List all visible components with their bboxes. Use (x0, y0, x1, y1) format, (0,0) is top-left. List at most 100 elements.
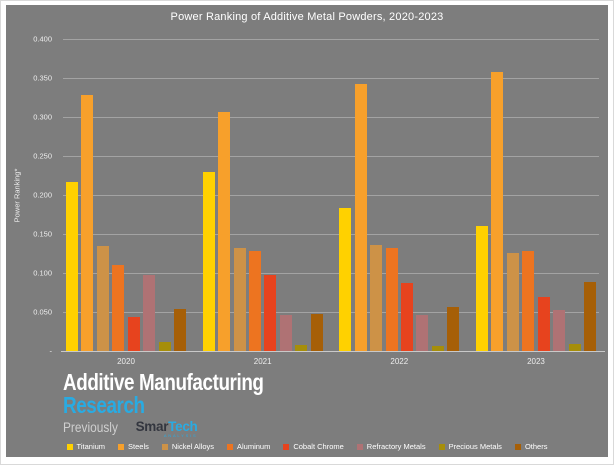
bar-nickel-alloys-2023 (506, 252, 519, 351)
gridline-0.350 (63, 78, 599, 79)
bar-cobalt-chrome-2022 (401, 283, 413, 351)
smartech-wordmark: SmarTech (136, 420, 198, 434)
x-axis-label-2023: 2023 (527, 357, 545, 366)
y-tick-label--: - (49, 346, 53, 356)
gridline-0.050 (63, 312, 599, 313)
legend-label: Others (524, 442, 548, 451)
bar-cobalt-chrome-2021 (264, 275, 277, 351)
legend-label: Steels (128, 442, 149, 451)
brand-research: Research (63, 392, 145, 418)
smartech-analysis: ANALYSIS (163, 433, 198, 439)
legend-label: Aluminum (237, 442, 271, 451)
brand-previously-row: Previously SmarTech ANALYSIS (63, 420, 308, 439)
bar-group-2020 (66, 39, 186, 351)
x-axis-label-2021: 2021 (253, 357, 272, 366)
legend-item-nickel-alloys: Nickel Alloys (161, 442, 214, 451)
bar-others-2020 (173, 308, 186, 351)
y-tick-label-0.100: 0.100 (33, 268, 52, 278)
legend-label: Cobalt Chrome (293, 442, 344, 451)
bar-nickel-alloys-2021 (233, 248, 246, 351)
bar-precious-metals-2020 (158, 341, 171, 351)
bar-cobalt-chrome-2020 (127, 316, 140, 351)
bar-aluminum-2023 (522, 251, 535, 351)
bar-group-2022 (339, 39, 460, 351)
y-axis-ticks: 0.400 0.350 0.300 0.250 0.200 0.150 0.100 0.050… (6, 35, 56, 356)
chart-title: Power Ranking of Additive Metal Powders,… (170, 11, 444, 23)
bar-titanium-2021 (202, 172, 215, 351)
brand-block: Additive Manufacturing Research Previous… (63, 371, 308, 438)
x-axis-label-2022: 2022 (390, 357, 409, 366)
bar-steels-2022 (354, 84, 367, 351)
gridline-0.250 (63, 156, 599, 157)
legend-label: Refractory Metals (366, 442, 426, 451)
y-tick-label-0.050: 0.050 (33, 307, 52, 317)
legend-item-precious-metals: Precious Metals (438, 442, 502, 451)
brand-previously-text: Previously (63, 418, 118, 435)
legend-swatch-icon (66, 443, 73, 450)
bar-steels-2020 (81, 95, 94, 351)
y-tick-label-0.350: 0.350 (33, 73, 52, 83)
bar-titanium-2022 (339, 208, 352, 351)
legend-item-aluminum: Aluminum (227, 442, 270, 451)
x-axis-line (61, 351, 605, 352)
legend-item-steels: Steels (118, 442, 149, 451)
legend-swatch-icon (356, 443, 363, 450)
legend-item-cobalt-chrome: Cobalt Chrome (283, 442, 344, 451)
chart-canvas: Power Ranking of Additive Metal Powders,… (6, 5, 608, 457)
bar-refractory-metals-2022 (416, 315, 429, 351)
bar-aluminum-2021 (248, 251, 261, 351)
legend-label: Titanium (76, 442, 106, 451)
gridline-0.300 (63, 117, 599, 118)
plot-area (61, 39, 605, 352)
y-tick-label-0.200: 0.200 (33, 190, 52, 200)
smartech-smar: Smar (135, 418, 169, 434)
gridline-0.200 (63, 195, 599, 196)
bar-titanium-2020 (66, 181, 78, 351)
y-tick-label-0.150: 0.150 (33, 229, 52, 239)
gridline-0.400 (63, 39, 599, 40)
bar-refractory-metals-2021 (279, 315, 292, 351)
bar-precious-metals-2023 (568, 343, 581, 351)
legend-label: Nickel Alloys (171, 442, 214, 451)
legend-label: Precious Metals (448, 442, 502, 451)
y-tick-label-0.300: 0.300 (33, 112, 52, 122)
bar-refractory-metals-2020 (143, 274, 156, 351)
legend-swatch-icon (227, 443, 233, 450)
chart-legend: Titanium Steels Nickel Alloys Aluminum Cobal… (6, 442, 608, 451)
bar-precious-metals-2021 (295, 344, 308, 351)
legend-swatch-icon (118, 443, 125, 450)
bar-aluminum-2022 (385, 248, 398, 351)
x-axis-label-2020: 2020 (117, 357, 135, 366)
bars-container (63, 39, 599, 351)
legend-item-refractory-metals: Refractory Metals (356, 442, 426, 451)
y-tick-label-0.250: 0.250 (33, 151, 52, 161)
y-tick-label-0.400: 0.400 (33, 34, 52, 44)
bar-cobalt-chrome-2023 (537, 297, 550, 351)
legend-item-titanium: Titanium (66, 442, 106, 451)
bar-aluminum-2020 (112, 265, 125, 351)
x-axis-labels: 2020 2021 2022 2023 (63, 357, 599, 366)
bar-group-2021 (202, 39, 323, 351)
legend-swatch-icon (438, 443, 445, 450)
legend-swatch-icon (514, 443, 521, 450)
legend-item-others: Others (514, 442, 548, 451)
bar-titanium-2023 (475, 226, 488, 351)
gridline-0.150 (63, 234, 599, 235)
bar-others-2022 (447, 306, 460, 351)
brand-additive-manufacturing: Additive Manufacturing (63, 369, 264, 395)
bar-steels-2023 (491, 71, 504, 351)
bar-others-2021 (310, 314, 323, 351)
bar-nickel-alloys-2022 (370, 244, 383, 351)
smartech-logo: SmarTech ANALYSIS (136, 420, 198, 439)
smartech-tech: Tech (168, 418, 198, 434)
bar-nickel-alloys-2020 (96, 246, 109, 351)
bar-precious-metals-2022 (431, 345, 444, 351)
legend-swatch-icon (283, 443, 290, 450)
legend-swatch-icon (161, 443, 168, 450)
bar-group-2023 (475, 39, 596, 351)
bar-steels-2021 (218, 111, 231, 351)
gridline-0.100 (63, 273, 599, 274)
bar-refractory-metals-2023 (553, 309, 566, 351)
bar-others-2023 (583, 282, 596, 351)
